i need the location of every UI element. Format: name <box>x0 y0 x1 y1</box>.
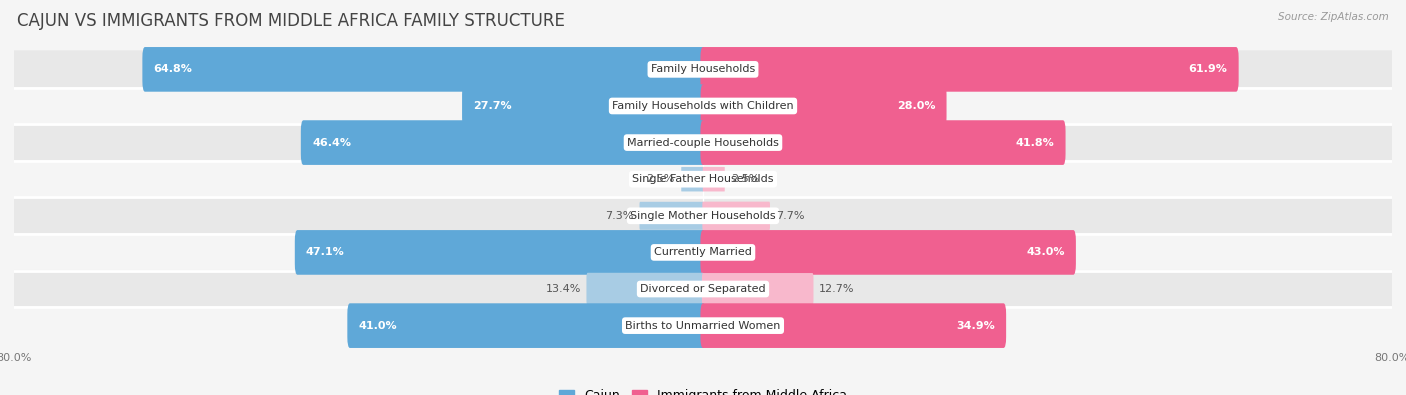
Legend: Cajun, Immigrants from Middle Africa: Cajun, Immigrants from Middle Africa <box>554 384 852 395</box>
FancyBboxPatch shape <box>700 47 1239 92</box>
Text: Family Households with Children: Family Households with Children <box>612 101 794 111</box>
Text: 27.7%: 27.7% <box>472 101 512 111</box>
Text: Source: ZipAtlas.com: Source: ZipAtlas.com <box>1278 12 1389 22</box>
FancyBboxPatch shape <box>703 201 770 230</box>
FancyBboxPatch shape <box>14 50 1392 88</box>
Text: 7.3%: 7.3% <box>605 211 633 221</box>
Text: CAJUN VS IMMIGRANTS FROM MIDDLE AFRICA FAMILY STRUCTURE: CAJUN VS IMMIGRANTS FROM MIDDLE AFRICA F… <box>17 12 565 30</box>
FancyBboxPatch shape <box>14 197 1392 235</box>
Text: 41.8%: 41.8% <box>1015 137 1054 148</box>
Text: Currently Married: Currently Married <box>654 247 752 258</box>
Text: Single Father Households: Single Father Households <box>633 174 773 184</box>
FancyBboxPatch shape <box>14 307 1392 345</box>
FancyBboxPatch shape <box>702 273 814 305</box>
FancyBboxPatch shape <box>463 85 706 128</box>
Text: Single Mother Households: Single Mother Households <box>630 211 776 221</box>
Text: 47.1%: 47.1% <box>307 247 344 258</box>
Text: 34.9%: 34.9% <box>956 321 995 331</box>
FancyBboxPatch shape <box>14 270 1392 308</box>
Text: 64.8%: 64.8% <box>153 64 193 74</box>
FancyBboxPatch shape <box>640 202 703 230</box>
Text: 28.0%: 28.0% <box>897 101 935 111</box>
Text: Family Households: Family Households <box>651 64 755 74</box>
FancyBboxPatch shape <box>142 47 706 92</box>
FancyBboxPatch shape <box>14 233 1392 271</box>
Text: 41.0%: 41.0% <box>359 321 396 331</box>
Text: 12.7%: 12.7% <box>820 284 855 294</box>
FancyBboxPatch shape <box>295 230 706 275</box>
Text: 7.7%: 7.7% <box>776 211 804 221</box>
FancyBboxPatch shape <box>14 124 1392 162</box>
FancyBboxPatch shape <box>301 120 706 165</box>
FancyBboxPatch shape <box>14 87 1392 125</box>
FancyBboxPatch shape <box>700 120 1066 165</box>
FancyBboxPatch shape <box>14 160 1392 198</box>
FancyBboxPatch shape <box>703 167 724 192</box>
FancyBboxPatch shape <box>700 85 946 128</box>
Text: 2.5%: 2.5% <box>647 174 675 184</box>
Text: 43.0%: 43.0% <box>1026 247 1064 258</box>
Text: Divorced or Separated: Divorced or Separated <box>640 284 766 294</box>
Text: Married-couple Households: Married-couple Households <box>627 137 779 148</box>
FancyBboxPatch shape <box>700 303 1007 348</box>
FancyBboxPatch shape <box>682 167 703 192</box>
Text: 46.4%: 46.4% <box>312 137 352 148</box>
FancyBboxPatch shape <box>347 303 706 348</box>
Text: 13.4%: 13.4% <box>546 284 581 294</box>
Text: Births to Unmarried Women: Births to Unmarried Women <box>626 321 780 331</box>
Text: 2.5%: 2.5% <box>731 174 759 184</box>
Text: 61.9%: 61.9% <box>1188 64 1227 74</box>
FancyBboxPatch shape <box>586 273 704 305</box>
FancyBboxPatch shape <box>700 230 1076 275</box>
